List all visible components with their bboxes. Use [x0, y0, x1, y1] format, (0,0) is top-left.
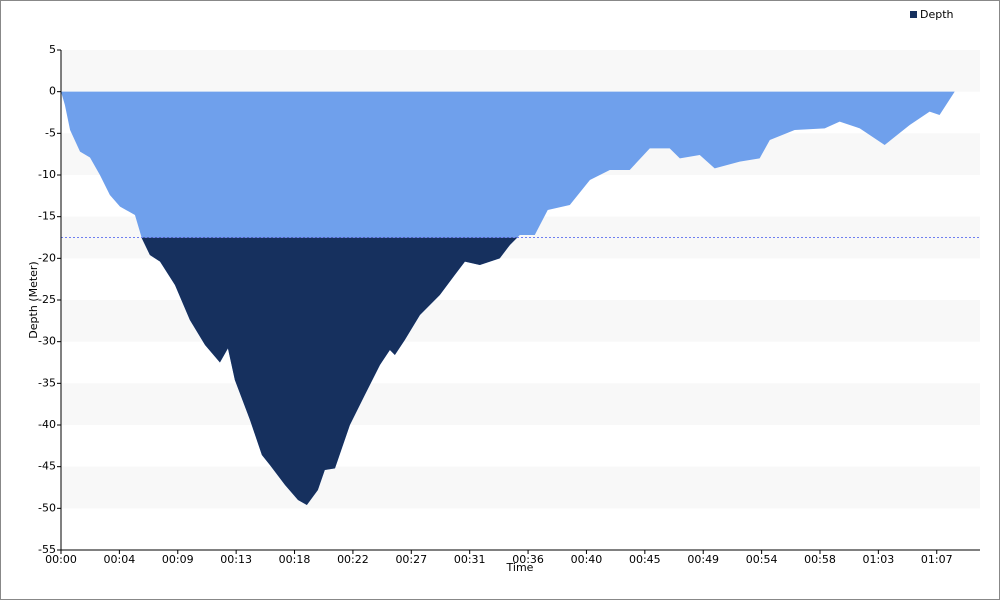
y-tick-label: -15 — [38, 210, 56, 223]
y-tick-label: -30 — [38, 335, 56, 348]
y-tick-label: -5 — [45, 126, 56, 139]
legend-label: Depth — [920, 8, 954, 21]
x-tick-label: 00:40 — [571, 553, 603, 566]
y-tick-label: -35 — [38, 376, 56, 389]
x-tick-label: 00:54 — [746, 553, 778, 566]
x-tick-label: 00:31 — [454, 553, 486, 566]
x-tick-label: 00:22 — [337, 553, 369, 566]
x-axis-label: Time — [506, 561, 534, 574]
legend-swatch — [910, 11, 917, 18]
x-tick-label: 00:09 — [162, 553, 194, 566]
x-tick-label: 00:49 — [687, 553, 719, 566]
y-tick-label: -50 — [38, 501, 56, 514]
y-tick-label: -55 — [38, 543, 56, 556]
grid-band — [61, 466, 980, 509]
x-tick-label: 01:07 — [921, 553, 953, 566]
x-tick-label: 00:45 — [629, 553, 661, 566]
y-tick-label: -40 — [38, 418, 56, 431]
x-tick-label: 00:18 — [279, 553, 311, 566]
grid-band — [61, 50, 980, 92]
x-tick-label: 00:04 — [104, 553, 136, 566]
x-tick-label: 00:27 — [395, 553, 427, 566]
y-tick-label: -25 — [38, 293, 56, 306]
y-tick-label: -10 — [38, 168, 56, 181]
y-tick-label: 5 — [49, 43, 56, 56]
x-tick-label: 00:58 — [804, 553, 836, 566]
y-tick-label: -45 — [38, 460, 56, 473]
x-tick-label: 01:03 — [863, 553, 895, 566]
y-tick-label: 0 — [49, 85, 56, 98]
x-tick-label: 00:36 — [512, 553, 544, 566]
deep-area — [141, 237, 518, 505]
x-tick-label: 00:00 — [45, 553, 77, 566]
y-axis-label: Depth (Meter) — [27, 261, 40, 338]
y-tick-label: -20 — [38, 251, 56, 264]
grid-band — [61, 383, 980, 425]
x-tick-label: 00:13 — [220, 553, 252, 566]
